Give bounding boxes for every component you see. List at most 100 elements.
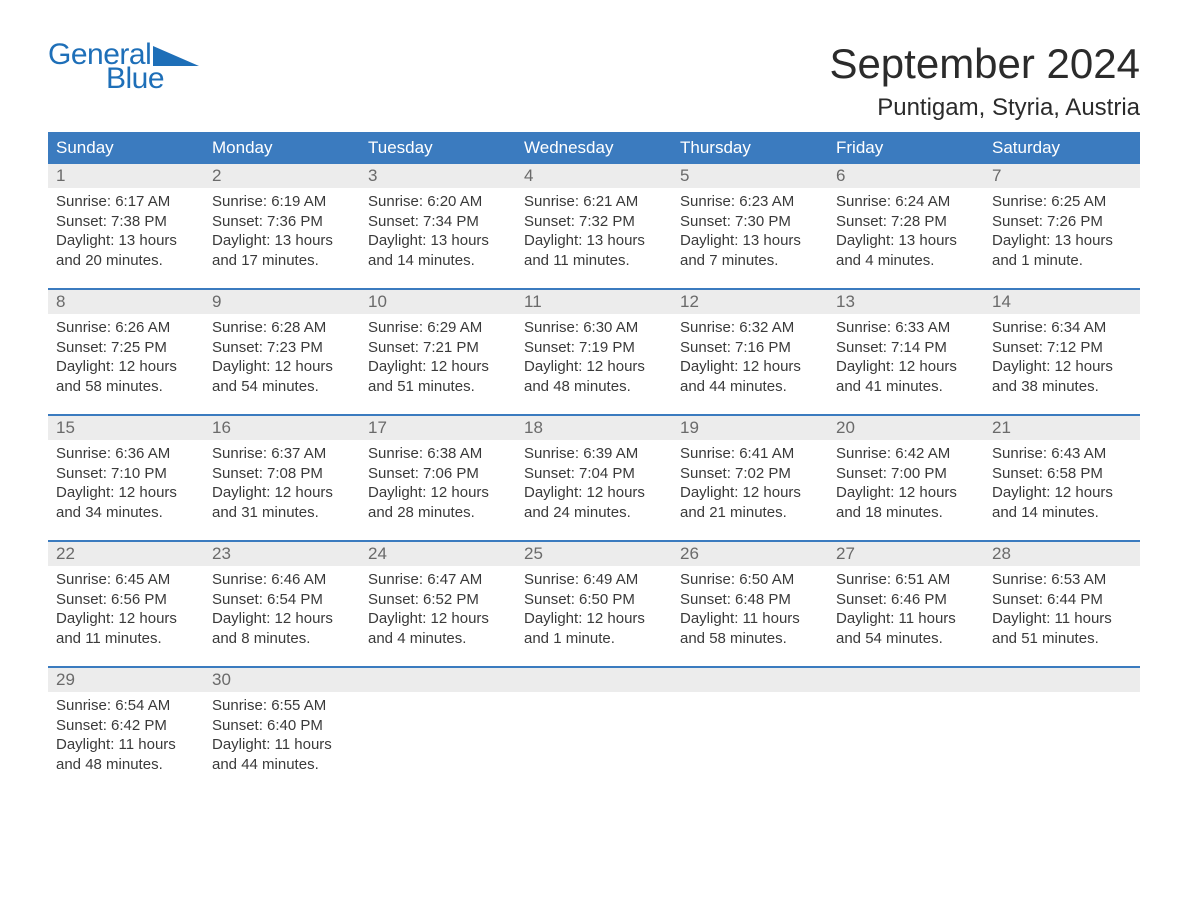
- sunset-line: Sunset: 6:42 PM: [56, 716, 196, 736]
- daylight-line-2: and 38 minutes.: [992, 377, 1132, 397]
- daylight-line-2: and 58 minutes.: [56, 377, 196, 397]
- day-number: 3: [360, 164, 516, 188]
- day-number: 28: [984, 542, 1140, 566]
- sunrise-line: Sunrise: 6:33 AM: [836, 318, 976, 338]
- day-cell: Sunrise: 6:26 AMSunset: 7:25 PMDaylight:…: [48, 314, 204, 396]
- daylight-line-1: Daylight: 12 hours: [212, 357, 352, 377]
- daylight-line-2: and 4 minutes.: [368, 629, 508, 649]
- sunrise-line: Sunrise: 6:30 AM: [524, 318, 664, 338]
- brand-logo: General Blue: [48, 40, 199, 94]
- day-number: 13: [828, 290, 984, 314]
- day-cell: Sunrise: 6:41 AMSunset: 7:02 PMDaylight:…: [672, 440, 828, 522]
- day-number: [984, 668, 1140, 692]
- day-number: 10: [360, 290, 516, 314]
- sunrise-line: Sunrise: 6:51 AM: [836, 570, 976, 590]
- daylight-line-1: Daylight: 13 hours: [524, 231, 664, 251]
- sunrise-line: Sunrise: 6:39 AM: [524, 444, 664, 464]
- calendar-week: 15161718192021Sunrise: 6:36 AMSunset: 7:…: [48, 414, 1140, 522]
- sunset-line: Sunset: 7:30 PM: [680, 212, 820, 232]
- sunset-line: Sunset: 7:32 PM: [524, 212, 664, 232]
- sunrise-line: Sunrise: 6:34 AM: [992, 318, 1132, 338]
- daylight-line-2: and 58 minutes.: [680, 629, 820, 649]
- day-cell: Sunrise: 6:36 AMSunset: 7:10 PMDaylight:…: [48, 440, 204, 522]
- sunset-line: Sunset: 7:28 PM: [836, 212, 976, 232]
- calendar-week: 2930Sunrise: 6:54 AMSunset: 6:42 PMDayli…: [48, 666, 1140, 774]
- daylight-line-2: and 34 minutes.: [56, 503, 196, 523]
- day-cell: [516, 692, 672, 774]
- sunset-line: Sunset: 6:48 PM: [680, 590, 820, 610]
- daylight-line-2: and 17 minutes.: [212, 251, 352, 271]
- daylight-line-2: and 48 minutes.: [56, 755, 196, 775]
- daylight-line-2: and 1 minute.: [524, 629, 664, 649]
- day-number: [672, 668, 828, 692]
- sunrise-line: Sunrise: 6:23 AM: [680, 192, 820, 212]
- sunrise-line: Sunrise: 6:41 AM: [680, 444, 820, 464]
- day-cell: Sunrise: 6:17 AMSunset: 7:38 PMDaylight:…: [48, 188, 204, 270]
- sunset-line: Sunset: 7:36 PM: [212, 212, 352, 232]
- daylight-line-1: Daylight: 12 hours: [836, 483, 976, 503]
- daylight-line-1: Daylight: 12 hours: [524, 483, 664, 503]
- day-cell: Sunrise: 6:34 AMSunset: 7:12 PMDaylight:…: [984, 314, 1140, 396]
- daylight-line-2: and 8 minutes.: [212, 629, 352, 649]
- daylight-line-2: and 11 minutes.: [524, 251, 664, 271]
- daylight-line-1: Daylight: 13 hours: [56, 231, 196, 251]
- sunset-line: Sunset: 7:06 PM: [368, 464, 508, 484]
- daylight-line-1: Daylight: 13 hours: [368, 231, 508, 251]
- sunset-line: Sunset: 7:12 PM: [992, 338, 1132, 358]
- day-cell: Sunrise: 6:50 AMSunset: 6:48 PMDaylight:…: [672, 566, 828, 648]
- sunrise-line: Sunrise: 6:50 AM: [680, 570, 820, 590]
- day-number: 2: [204, 164, 360, 188]
- sunset-line: Sunset: 7:25 PM: [56, 338, 196, 358]
- day-number: [360, 668, 516, 692]
- day-cell: Sunrise: 6:49 AMSunset: 6:50 PMDaylight:…: [516, 566, 672, 648]
- day-cell: Sunrise: 6:30 AMSunset: 7:19 PMDaylight:…: [516, 314, 672, 396]
- day-cell: [828, 692, 984, 774]
- day-number: 14: [984, 290, 1140, 314]
- sunset-line: Sunset: 7:23 PM: [212, 338, 352, 358]
- sunrise-line: Sunrise: 6:46 AM: [212, 570, 352, 590]
- calendar: SundayMondayTuesdayWednesdayThursdayFrid…: [48, 132, 1140, 774]
- daylight-line-1: Daylight: 11 hours: [836, 609, 976, 629]
- day-cell: Sunrise: 6:38 AMSunset: 7:06 PMDaylight:…: [360, 440, 516, 522]
- day-number: 7: [984, 164, 1140, 188]
- day-number: 5: [672, 164, 828, 188]
- sunset-line: Sunset: 7:00 PM: [836, 464, 976, 484]
- day-number-row: 1234567: [48, 164, 1140, 188]
- day-number: 18: [516, 416, 672, 440]
- sunset-line: Sunset: 7:04 PM: [524, 464, 664, 484]
- day-number: 17: [360, 416, 516, 440]
- weekday-header: Tuesday: [360, 132, 516, 164]
- daylight-line-1: Daylight: 13 hours: [992, 231, 1132, 251]
- sunset-line: Sunset: 7:14 PM: [836, 338, 976, 358]
- month-title: September 2024: [829, 40, 1140, 88]
- daylight-line-1: Daylight: 12 hours: [680, 483, 820, 503]
- sunset-line: Sunset: 6:54 PM: [212, 590, 352, 610]
- day-number: 15: [48, 416, 204, 440]
- daylight-line-2: and 31 minutes.: [212, 503, 352, 523]
- sunset-line: Sunset: 7:02 PM: [680, 464, 820, 484]
- day-number: 25: [516, 542, 672, 566]
- day-cell: Sunrise: 6:32 AMSunset: 7:16 PMDaylight:…: [672, 314, 828, 396]
- sunrise-line: Sunrise: 6:36 AM: [56, 444, 196, 464]
- day-cell: Sunrise: 6:45 AMSunset: 6:56 PMDaylight:…: [48, 566, 204, 648]
- sunrise-line: Sunrise: 6:55 AM: [212, 696, 352, 716]
- day-number: 20: [828, 416, 984, 440]
- day-cell: Sunrise: 6:37 AMSunset: 7:08 PMDaylight:…: [204, 440, 360, 522]
- page-header: General Blue September 2024 Puntigam, St…: [48, 40, 1140, 122]
- day-cell: Sunrise: 6:29 AMSunset: 7:21 PMDaylight:…: [360, 314, 516, 396]
- daylight-line-2: and 14 minutes.: [368, 251, 508, 271]
- daylight-line-2: and 44 minutes.: [212, 755, 352, 775]
- sunset-line: Sunset: 6:58 PM: [992, 464, 1132, 484]
- day-cell: Sunrise: 6:25 AMSunset: 7:26 PMDaylight:…: [984, 188, 1140, 270]
- sunrise-line: Sunrise: 6:26 AM: [56, 318, 196, 338]
- day-cell: Sunrise: 6:28 AMSunset: 7:23 PMDaylight:…: [204, 314, 360, 396]
- sunrise-line: Sunrise: 6:37 AM: [212, 444, 352, 464]
- daylight-line-2: and 14 minutes.: [992, 503, 1132, 523]
- sunrise-line: Sunrise: 6:54 AM: [56, 696, 196, 716]
- daylight-line-1: Daylight: 11 hours: [680, 609, 820, 629]
- day-number: 30: [204, 668, 360, 692]
- sunrise-line: Sunrise: 6:49 AM: [524, 570, 664, 590]
- daylight-line-1: Daylight: 12 hours: [212, 483, 352, 503]
- day-number: [828, 668, 984, 692]
- daylight-line-2: and 51 minutes.: [992, 629, 1132, 649]
